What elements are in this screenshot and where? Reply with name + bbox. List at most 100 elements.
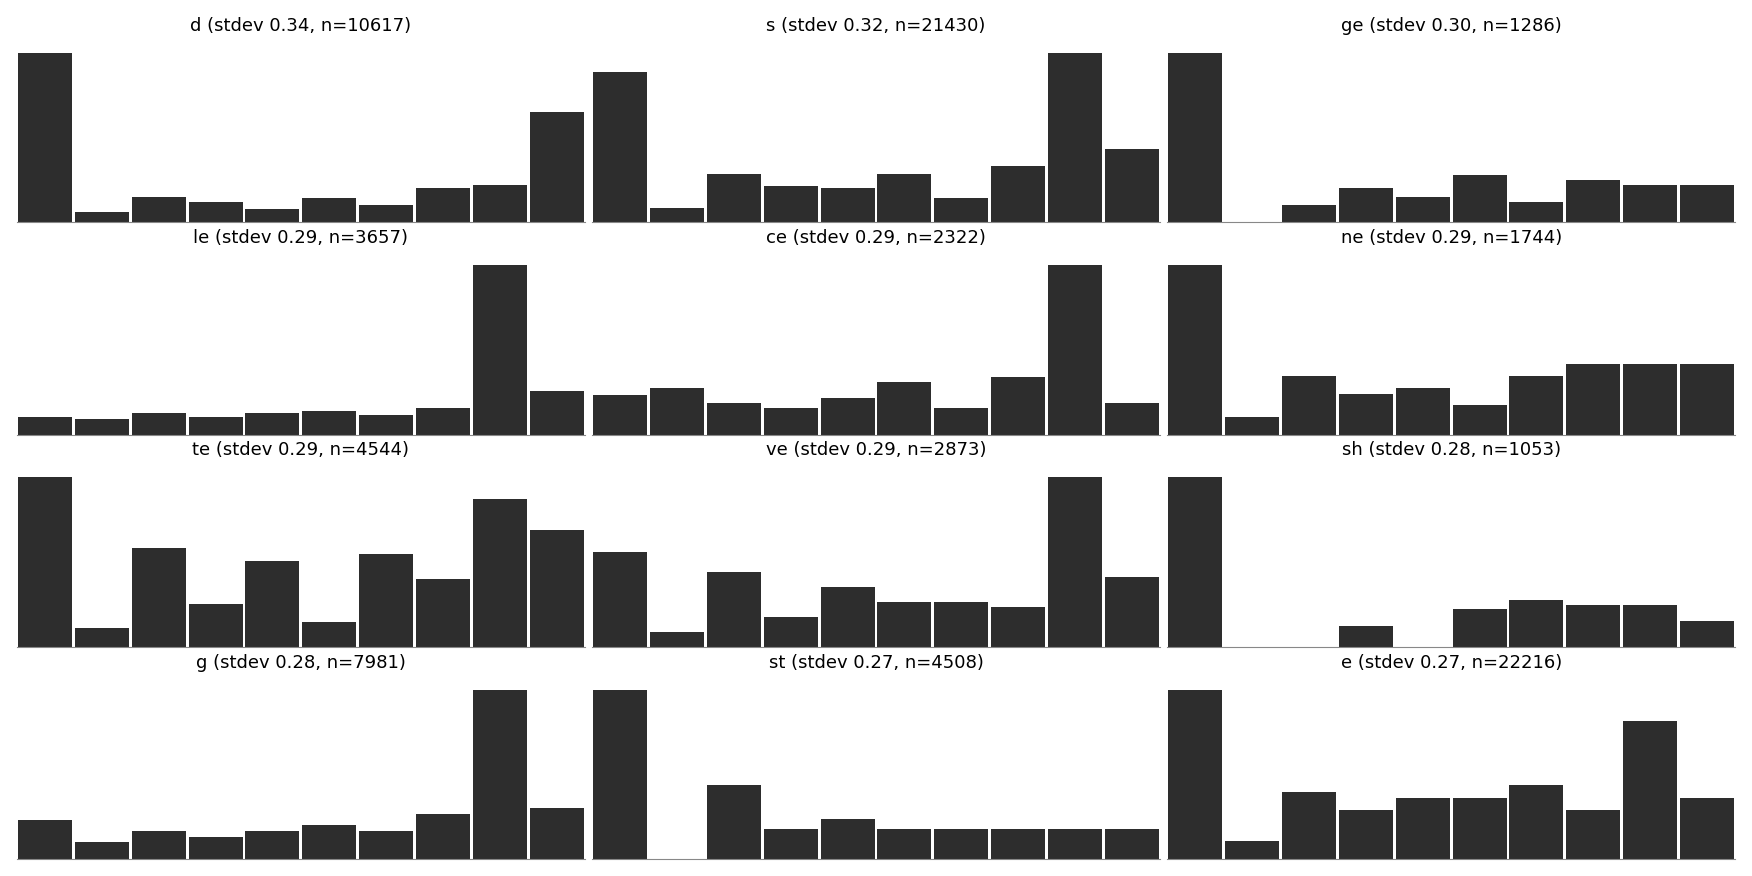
Bar bbox=[764, 408, 818, 434]
Bar bbox=[820, 587, 874, 647]
Bar bbox=[878, 602, 932, 647]
Bar bbox=[245, 208, 300, 223]
Bar bbox=[1169, 53, 1223, 223]
Bar bbox=[301, 411, 356, 434]
Bar bbox=[1680, 185, 1734, 223]
Bar bbox=[415, 579, 470, 647]
Bar bbox=[992, 378, 1044, 434]
Bar bbox=[878, 382, 932, 434]
Bar bbox=[594, 72, 646, 223]
Title: d (stdev 0.34, n=10617): d (stdev 0.34, n=10617) bbox=[191, 17, 412, 35]
Bar bbox=[1396, 388, 1451, 434]
Bar bbox=[1048, 477, 1102, 647]
Bar bbox=[1452, 406, 1507, 434]
Bar bbox=[75, 420, 130, 434]
Bar bbox=[18, 477, 72, 647]
Bar bbox=[708, 785, 760, 859]
Bar bbox=[1566, 810, 1621, 859]
Bar bbox=[1680, 798, 1734, 859]
Bar bbox=[359, 555, 413, 647]
Bar bbox=[301, 622, 356, 647]
Bar bbox=[1452, 174, 1507, 223]
Bar bbox=[764, 186, 818, 223]
Bar bbox=[1452, 609, 1507, 647]
Bar bbox=[18, 820, 72, 859]
Bar bbox=[359, 831, 413, 859]
Bar bbox=[473, 265, 527, 434]
Bar bbox=[245, 831, 300, 859]
Bar bbox=[473, 185, 527, 223]
Bar bbox=[75, 843, 130, 859]
Bar bbox=[1680, 621, 1734, 647]
Bar bbox=[1106, 830, 1158, 859]
Bar bbox=[708, 572, 760, 647]
Bar bbox=[650, 632, 704, 647]
Title: s (stdev 0.32, n=21430): s (stdev 0.32, n=21430) bbox=[766, 17, 986, 35]
Bar bbox=[1048, 830, 1102, 859]
Bar bbox=[594, 552, 646, 647]
Title: st (stdev 0.27, n=4508): st (stdev 0.27, n=4508) bbox=[769, 653, 983, 672]
Bar bbox=[1048, 53, 1102, 223]
Bar bbox=[1510, 376, 1563, 434]
Bar bbox=[878, 830, 932, 859]
Title: sh (stdev 0.28, n=1053): sh (stdev 0.28, n=1053) bbox=[1342, 442, 1561, 460]
Bar bbox=[1339, 393, 1393, 434]
Bar bbox=[650, 387, 704, 434]
Bar bbox=[245, 413, 300, 434]
Bar bbox=[764, 830, 818, 859]
Bar bbox=[415, 408, 470, 434]
Bar bbox=[18, 417, 72, 434]
Bar bbox=[1339, 188, 1393, 223]
Bar bbox=[1510, 786, 1563, 859]
Bar bbox=[820, 819, 874, 859]
Bar bbox=[1225, 841, 1279, 859]
Bar bbox=[75, 212, 130, 223]
Title: te (stdev 0.29, n=4544): te (stdev 0.29, n=4544) bbox=[193, 442, 410, 460]
Bar bbox=[529, 809, 583, 859]
Bar bbox=[1622, 364, 1677, 434]
Bar bbox=[131, 831, 186, 859]
Title: ve (stdev 0.29, n=2873): ve (stdev 0.29, n=2873) bbox=[766, 442, 986, 460]
Bar bbox=[992, 607, 1044, 647]
Bar bbox=[820, 398, 874, 434]
Bar bbox=[131, 413, 186, 434]
Bar bbox=[1566, 604, 1621, 647]
Bar bbox=[1106, 577, 1158, 647]
Bar bbox=[992, 166, 1044, 223]
Title: g (stdev 0.28, n=7981): g (stdev 0.28, n=7981) bbox=[196, 653, 406, 672]
Title: le (stdev 0.29, n=3657): le (stdev 0.29, n=3657) bbox=[193, 229, 408, 247]
Bar bbox=[1566, 364, 1621, 434]
Bar bbox=[131, 548, 186, 647]
Bar bbox=[1169, 265, 1223, 434]
Bar bbox=[594, 395, 646, 434]
Bar bbox=[1396, 798, 1451, 859]
Bar bbox=[473, 499, 527, 647]
Bar bbox=[415, 188, 470, 223]
Bar bbox=[764, 617, 818, 647]
Bar bbox=[1680, 364, 1734, 434]
Bar bbox=[1339, 625, 1393, 647]
Bar bbox=[1566, 180, 1621, 223]
Title: e (stdev 0.27, n=22216): e (stdev 0.27, n=22216) bbox=[1340, 653, 1561, 672]
Bar bbox=[529, 391, 583, 434]
Bar bbox=[1282, 376, 1337, 434]
Bar bbox=[992, 830, 1044, 859]
Bar bbox=[1622, 721, 1677, 859]
Bar bbox=[1106, 403, 1158, 434]
Bar bbox=[650, 208, 704, 223]
Bar bbox=[934, 408, 988, 434]
Bar bbox=[934, 602, 988, 647]
Bar bbox=[189, 604, 242, 647]
Title: ge (stdev 0.30, n=1286): ge (stdev 0.30, n=1286) bbox=[1340, 17, 1561, 35]
Bar bbox=[75, 628, 130, 647]
Bar bbox=[1510, 600, 1563, 647]
Bar bbox=[1169, 477, 1223, 647]
Bar bbox=[1048, 265, 1102, 434]
Bar bbox=[1622, 185, 1677, 223]
Bar bbox=[1510, 201, 1563, 223]
Title: ne (stdev 0.29, n=1744): ne (stdev 0.29, n=1744) bbox=[1340, 229, 1561, 247]
Bar bbox=[1282, 205, 1337, 223]
Bar bbox=[18, 53, 72, 223]
Bar bbox=[415, 814, 470, 859]
Bar bbox=[708, 173, 760, 223]
